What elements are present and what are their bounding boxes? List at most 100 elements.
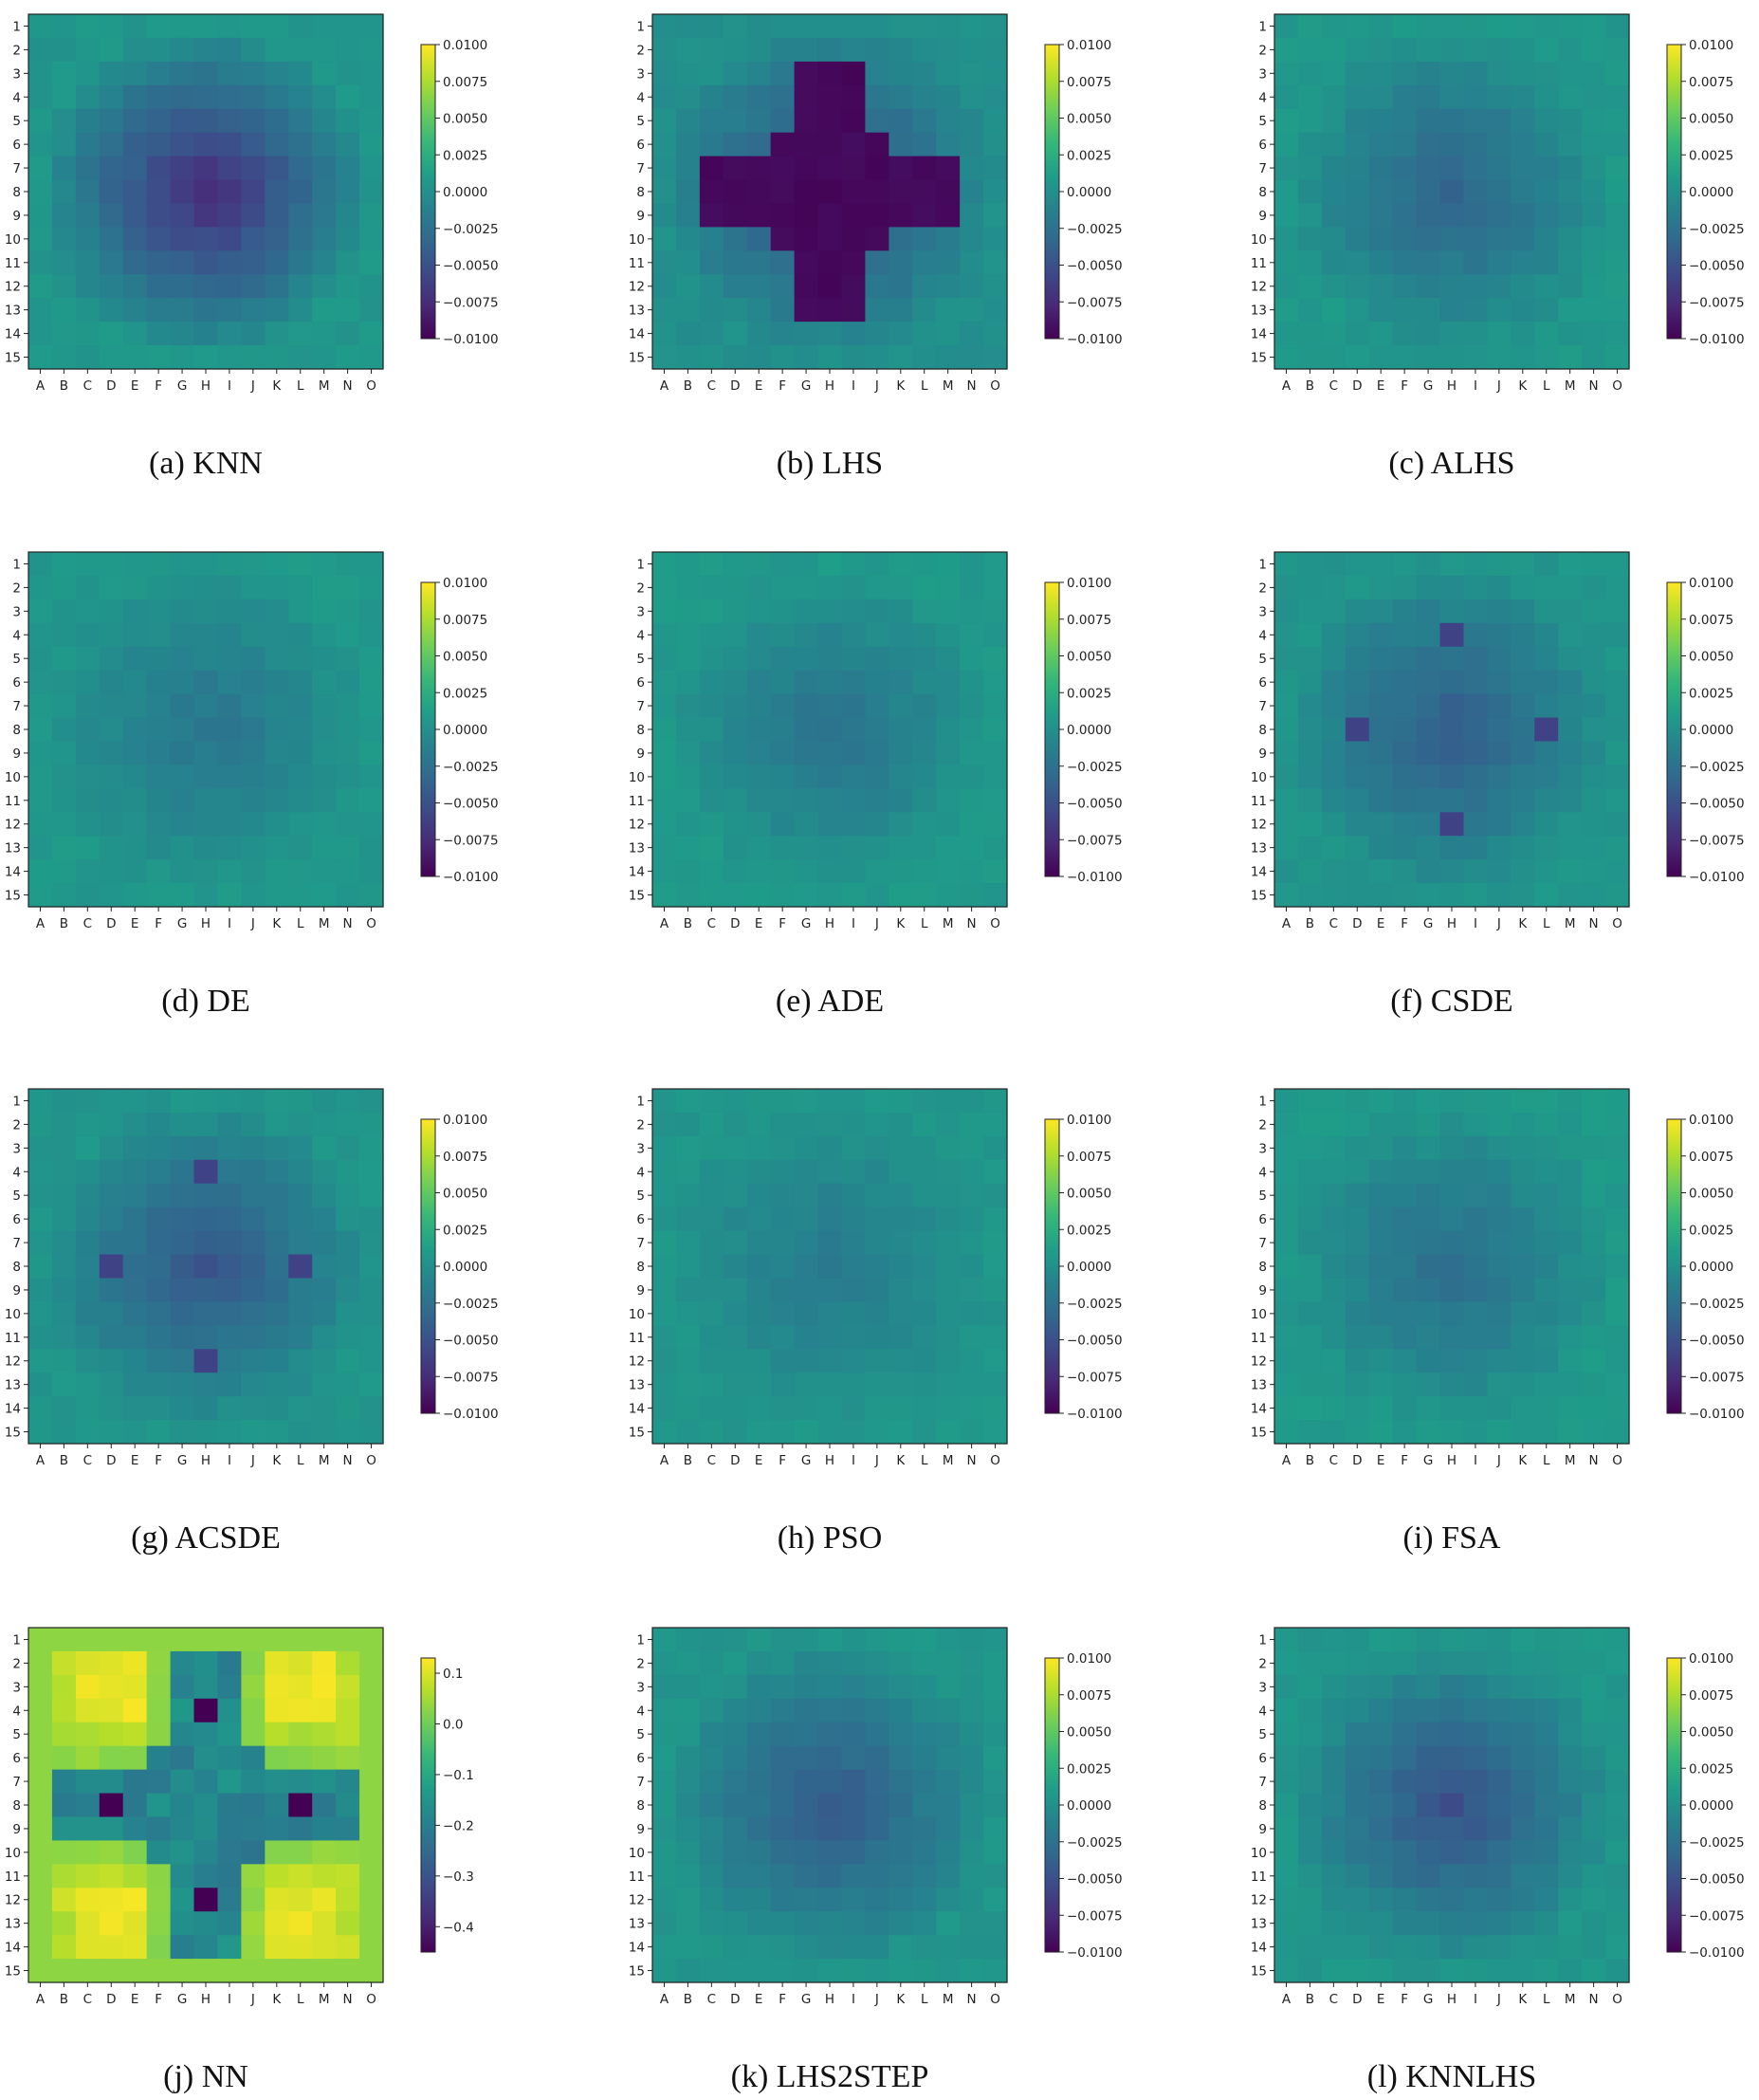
heatmap-cell — [1392, 298, 1418, 322]
heatmap-cell — [817, 1325, 843, 1350]
heatmap-cell — [146, 1840, 172, 1865]
heatmap-cell — [889, 1420, 913, 1445]
heatmap-cell — [1416, 1207, 1441, 1232]
heatmap-cell — [912, 1112, 937, 1137]
heatmap-cell — [652, 1959, 677, 1983]
heatmap-cell — [288, 1254, 313, 1280]
heatmap-cell — [1321, 1745, 1347, 1771]
colorbar-tick-label: 0.0050 — [1067, 1187, 1111, 1202]
heatmap-cell — [241, 1372, 266, 1397]
heatmap-cell — [217, 836, 242, 860]
heatmap-cell — [746, 156, 772, 181]
heatmap-cell — [912, 298, 937, 322]
heatmap-cell — [675, 1722, 701, 1747]
heatmap-cell — [193, 575, 219, 600]
heatmap-cell — [746, 646, 772, 672]
y-tick-label: 12 — [629, 1354, 645, 1370]
heatmap-cell — [265, 203, 289, 228]
heatmap-cell — [1274, 1207, 1299, 1232]
heatmap-cell — [817, 599, 843, 624]
heatmap-cell — [960, 322, 984, 346]
heatmap-cell — [1534, 1254, 1559, 1280]
x-tick-label: D — [1352, 1453, 1362, 1468]
x-tick-label: C — [707, 378, 716, 394]
colorbar-tick-label: −0.0075 — [1689, 1908, 1745, 1924]
heatmap-cell — [1439, 1372, 1465, 1397]
heatmap-cell — [723, 250, 748, 275]
heatmap-cell — [122, 1793, 148, 1818]
heatmap-cell — [1297, 1089, 1323, 1114]
x-tick-label: J — [874, 916, 879, 931]
heatmap-cell — [723, 1959, 748, 1983]
heatmap-cell — [146, 646, 172, 672]
x-tick-label: G — [801, 1992, 811, 2007]
heatmap-cell — [1321, 298, 1347, 322]
heatmap-cell — [193, 1183, 219, 1208]
heatmap-cell — [1463, 1674, 1488, 1700]
heatmap-cell — [889, 1674, 913, 1700]
heatmap-cell — [28, 1112, 53, 1137]
heatmap-cell — [794, 836, 819, 860]
heatmap-cell — [960, 1135, 984, 1161]
heatmap-cell — [794, 1112, 819, 1137]
heatmap-cell — [1416, 1911, 1441, 1936]
heatmap-cell — [936, 883, 961, 908]
y-tick-label: 14 — [1251, 1941, 1267, 1956]
x-tick-label: O — [1612, 1453, 1622, 1468]
heatmap-cell — [146, 812, 172, 837]
x-tick-label: K — [272, 1453, 282, 1468]
y-tick-label: 10 — [1251, 1846, 1267, 1861]
heatmap-cell — [288, 1674, 313, 1700]
heatmap-cell — [193, 227, 219, 251]
heatmap-cell — [1368, 37, 1394, 63]
heatmap-cell — [841, 836, 866, 860]
x-tick-label: J — [874, 378, 879, 394]
heatmap-cell — [1511, 1911, 1535, 1936]
heatmap-cell — [75, 1207, 101, 1232]
heatmap-cell — [983, 836, 1008, 860]
heatmap-cell — [265, 1372, 289, 1397]
heatmap-cell — [675, 274, 701, 299]
heatmap-cell — [912, 693, 937, 719]
heatmap-cell — [241, 1935, 266, 1960]
colorbar-tick-label: −0.0100 — [1689, 1407, 1745, 1422]
heatmap-cell — [1582, 1278, 1606, 1302]
y-tick-label: 9 — [12, 746, 21, 762]
heatmap-cell — [841, 14, 866, 39]
heatmap-cell — [841, 1650, 866, 1676]
x-tick-label: J — [874, 1453, 879, 1468]
x-tick-label: N — [967, 1992, 977, 2007]
heatmap-cell — [1297, 1230, 1323, 1256]
heatmap-cell — [1392, 1769, 1418, 1795]
heatmap-cell — [359, 1254, 384, 1280]
y-tick-label: 6 — [12, 1212, 21, 1227]
y-tick-label: 15 — [629, 1964, 645, 1980]
x-tick-label: G — [1423, 1992, 1433, 2007]
heatmap-cell — [1511, 764, 1535, 789]
heatmap-cell — [1368, 693, 1394, 719]
heatmap-cell — [841, 599, 866, 624]
heatmap-cell — [699, 599, 724, 624]
heatmap-cell — [865, 14, 889, 39]
heatmap-cell — [51, 859, 77, 884]
heatmap-cell — [28, 1674, 53, 1700]
heatmap-cell — [241, 1349, 266, 1373]
heatmap-cell — [675, 1650, 701, 1676]
y-tick-label: 15 — [1251, 1964, 1267, 1980]
heatmap-cell — [51, 741, 77, 765]
heatmap-cell — [170, 1089, 195, 1114]
heatmap-cell — [912, 1888, 937, 1912]
heatmap-cell — [1511, 61, 1535, 86]
heatmap-cell — [1368, 1745, 1394, 1771]
heatmap-cell — [1439, 1278, 1465, 1302]
heatmap-cell — [336, 1864, 360, 1888]
heatmap-cell — [193, 1325, 219, 1350]
heatmap-cell — [889, 1793, 913, 1818]
heatmap-cell — [936, 345, 961, 370]
heatmap-cell — [936, 132, 961, 157]
heatmap-cell — [1534, 1959, 1559, 1983]
heatmap-cell — [241, 227, 266, 251]
heatmap-cell — [359, 1628, 384, 1652]
heatmap-cell — [1416, 322, 1441, 346]
colorbar-tick-label: −0.0075 — [443, 833, 499, 848]
